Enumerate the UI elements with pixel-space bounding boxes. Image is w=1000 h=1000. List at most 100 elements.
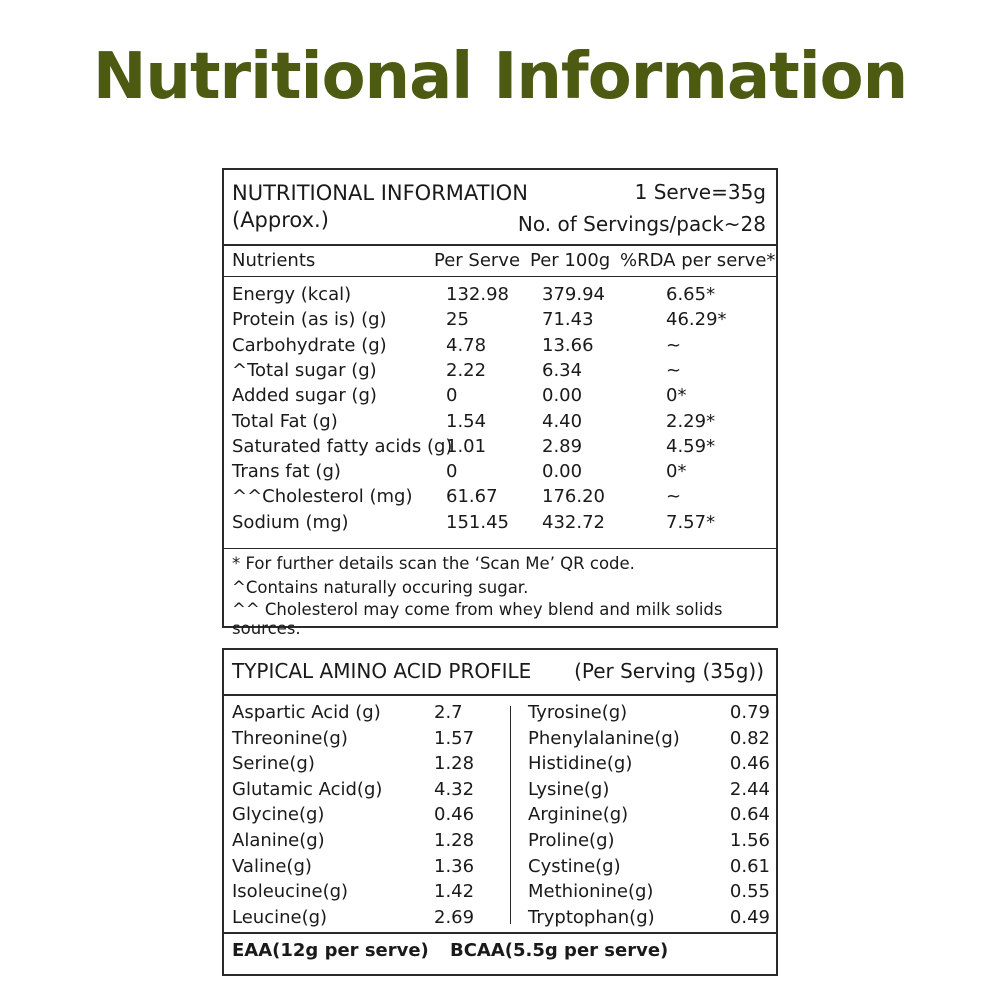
nutrient-row: Protein (as is) (g) 25 71.43 46.29*: [224, 309, 776, 334]
nutrient-row: Energy (kcal) 132.98 379.94 6.65*: [224, 284, 776, 309]
amino-value: 1.36: [434, 855, 475, 877]
amino-row: Arginine(g) 0.64: [520, 804, 780, 829]
footnote-divider: [224, 548, 776, 549]
amino-value: 0.82: [729, 727, 770, 749]
per-serve-value: 1.54: [446, 410, 487, 432]
footnote: ^Contains naturally occuring sugar.: [232, 578, 529, 597]
amino-row: Threonine(g) 1.57: [224, 728, 504, 753]
amino-name: Proline(g): [528, 830, 615, 851]
nutrient-row: ^^Cholesterol (mg) 61.67 176.20 ~: [224, 486, 776, 511]
nutrient-name: Trans fat (g): [232, 461, 341, 483]
amino-row: Valine(g) 1.36: [224, 856, 504, 881]
amino-row: Alanine(g) 1.28: [224, 830, 504, 855]
amino-row: Methionine(g) 0.55: [520, 881, 780, 906]
per-serve-value: 4.78: [446, 334, 487, 356]
nutrient-row: Carbohydrate (g) 4.78 13.66 ~: [224, 335, 776, 360]
rda-value: ~: [666, 486, 682, 508]
rda-value: ~: [666, 359, 682, 381]
per-serve-value: 132.98: [446, 284, 509, 305]
bcaa-label: BCAA(5.5g per serve): [450, 940, 669, 961]
amino-row: Tyrosine(g) 0.79: [520, 702, 780, 727]
column-divider: [510, 706, 511, 924]
col-header-per-serve: Per Serve: [434, 250, 521, 271]
amino-value: 0.46: [434, 804, 475, 826]
amino-row: Histidine(g) 0.46: [520, 753, 780, 778]
amino-name: Glycine(g): [232, 804, 325, 826]
rda-value: 4.59*: [666, 435, 716, 457]
per-100g-value: 71.43: [542, 309, 594, 331]
amino-row: Isoleucine(g) 1.42: [224, 881, 504, 906]
amino-row: Leucine(g) 2.69: [224, 907, 504, 932]
amino-value: 1.57: [434, 727, 475, 749]
per-serve-value: 0: [446, 461, 458, 483]
amino-name: Serine(g): [232, 753, 315, 775]
per-serve-value: 2.22: [446, 359, 487, 381]
amino-value: 0.79: [729, 702, 770, 723]
page-title: Nutritional Information: [92, 40, 908, 114]
per-100g-value: 379.94: [542, 284, 605, 305]
nutrition-panel: NUTRITIONAL INFORMATION (Approx.) 1 Serv…: [222, 168, 778, 638]
amino-row: Glutamic Acid(g) 4.32: [224, 779, 504, 804]
amino-name: Arginine(g): [528, 804, 629, 826]
amino-value: 0.64: [729, 804, 770, 826]
col-header-rda: %RDA per serve*: [620, 250, 776, 271]
amino-name: Threonine(g): [232, 727, 348, 749]
amino-row: Serine(g) 1.28: [224, 753, 504, 778]
amino-value: 4.32: [434, 778, 475, 800]
rda-value: 0*: [666, 385, 687, 407]
col-header-per-100g: Per 100g: [530, 250, 611, 271]
rda-value: 6.65*: [666, 284, 716, 305]
amino-name: Leucine(g): [232, 906, 328, 928]
per-100g-value: 6.34: [542, 359, 583, 381]
amino-row: Tryptophan(g) 0.49: [520, 907, 780, 932]
per-serve-value: 25: [446, 309, 469, 331]
nutrient-row: Sodium (mg) 151.45 432.72 7.57*: [224, 512, 776, 537]
rda-value: 2.29*: [666, 410, 716, 432]
rda-value: ~: [666, 334, 682, 356]
amino-value: 2.69: [434, 906, 475, 928]
nutrient-name: Energy (kcal): [232, 284, 352, 305]
amino-value: 0.61: [729, 855, 770, 877]
servings-per-pack: No. of Servings/pack~28: [517, 212, 766, 236]
footnote: * For further details scan the ‘Scan Me’…: [232, 554, 635, 573]
amino-value: 1.28: [434, 830, 475, 851]
amino-name: Valine(g): [232, 855, 312, 877]
per-100g-value: 0.00: [542, 461, 583, 483]
per-100g-value: 432.72: [542, 511, 605, 533]
rda-value: 46.29*: [666, 309, 727, 331]
amino-acid-panel: TYPICAL AMINO ACID PROFILE (Per Serving …: [222, 648, 778, 976]
rda-value: 7.57*: [666, 511, 716, 533]
nutrient-name: Carbohydrate (g): [232, 334, 387, 356]
nutrient-name: Protein (as is) (g): [232, 309, 387, 331]
nutrient-name: ^Total sugar (g): [232, 359, 377, 381]
per-serve-value: 61.67: [446, 486, 498, 508]
col-header-nutrients: Nutrients: [232, 250, 316, 271]
per-serve-value: 151.45: [446, 511, 509, 533]
amino-row: Phenylalanine(g) 0.82: [520, 728, 780, 753]
amino-title: TYPICAL AMINO ACID PROFILE: [232, 659, 532, 683]
nutrient-row: Added sugar (g) 0 0.00 0*: [224, 385, 776, 410]
serve-size: 1 Serve=35g: [634, 180, 766, 204]
per-100g-value: 176.20: [542, 486, 605, 508]
nutrient-row: ^Total sugar (g) 2.22 6.34 ~: [224, 360, 776, 385]
amino-value: 1.56: [729, 830, 770, 851]
amino-name: Isoleucine(g): [232, 881, 349, 903]
amino-value: 2.44: [729, 778, 770, 800]
amino-name: Tyrosine(g): [528, 702, 628, 723]
nutrition-title: NUTRITIONAL INFORMATION: [232, 181, 528, 205]
amino-row: Aspartic Acid (g) 2.7: [224, 702, 504, 727]
amino-name: Histidine(g): [528, 753, 633, 775]
per-100g-value: 0.00: [542, 385, 583, 407]
amino-row: Glycine(g) 0.46: [224, 804, 504, 829]
rda-value: 0*: [666, 461, 687, 483]
amino-value: 1.28: [434, 753, 475, 775]
nutrient-name: Saturated fatty acids (g): [232, 435, 453, 457]
amino-row: Lysine(g) 2.44: [520, 779, 780, 804]
eaa-label: EAA(12g per serve): [232, 940, 429, 961]
nutrient-name: Sodium (mg): [232, 511, 349, 533]
footnote: ^^ Cholesterol may come from whey blend …: [232, 600, 723, 638]
amino-name: Lysine(g): [528, 778, 610, 800]
per-100g-value: 4.40: [542, 410, 583, 432]
amino-value: 2.7: [434, 702, 463, 723]
amino-subtitle: (Per Serving (35g)): [574, 659, 764, 683]
